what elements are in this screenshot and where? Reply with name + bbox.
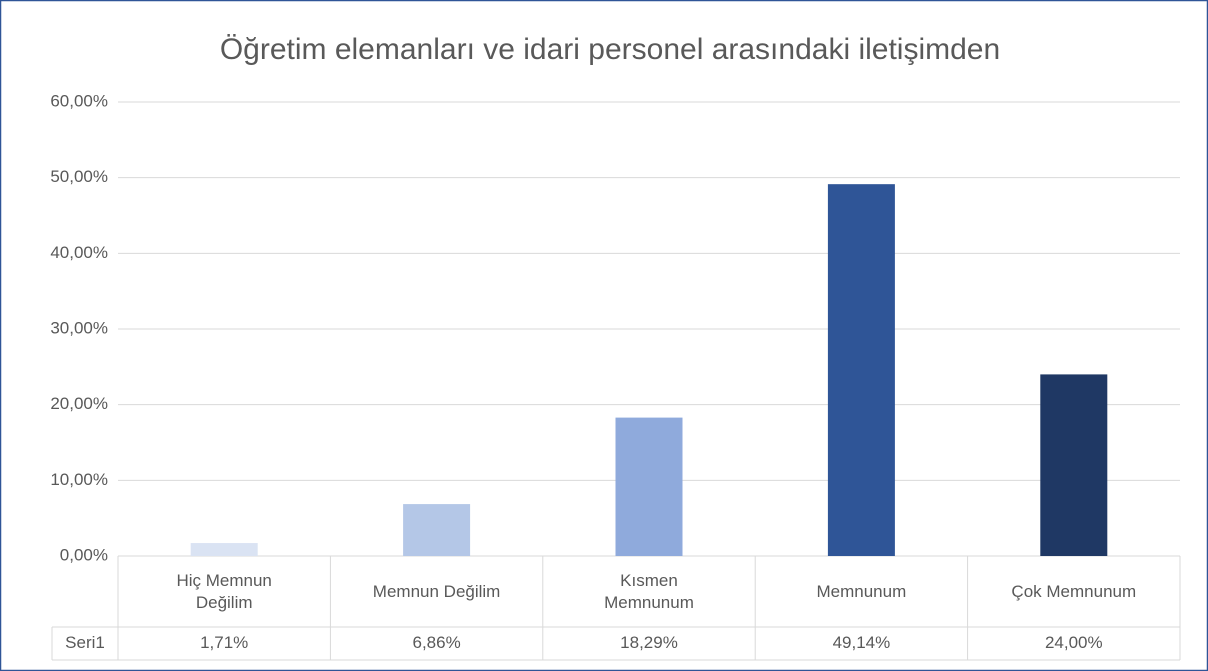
y-tick-label: 20,00% — [50, 394, 108, 413]
y-tick-label: 50,00% — [50, 167, 108, 186]
x-tick-label: Memnunum — [755, 556, 967, 627]
table-value: 18,29% — [620, 633, 678, 652]
bar — [827, 184, 895, 556]
bar — [1040, 374, 1108, 556]
table-value: 1,71% — [200, 633, 248, 652]
y-tick-label: 0,00% — [60, 545, 108, 564]
x-tick-label: Hiç Memnun Değilim — [118, 556, 330, 627]
category-text: Memnun Değilim — [372, 581, 501, 601]
bar — [615, 417, 683, 556]
y-tick-label: 10,00% — [50, 470, 108, 489]
category-text: Çok Memnunum — [1011, 581, 1137, 601]
category-text: Kısmen Memnunum — [604, 570, 694, 612]
category-text: Memnunum — [816, 581, 907, 601]
table-value: 49,14% — [833, 633, 891, 652]
y-tick-label: 30,00% — [50, 318, 108, 337]
x-tick-label: Kısmen Memnunum — [543, 556, 755, 627]
y-tick-label: 60,00% — [50, 91, 108, 110]
category-text: Hiç Memnun Değilim — [176, 570, 272, 612]
bar — [190, 543, 258, 556]
y-tick-label: 40,00% — [50, 243, 108, 262]
x-tick-label: Çok Memnunum — [968, 556, 1180, 627]
series-label: Seri1 — [65, 633, 105, 652]
table-value: 6,86% — [412, 633, 460, 652]
chart-title: Öğretim elemanları ve idari personel ara… — [220, 33, 1000, 66]
bar — [403, 504, 471, 556]
x-tick-label: Memnun Değilim — [330, 556, 542, 627]
table-value: 24,00% — [1045, 633, 1103, 652]
